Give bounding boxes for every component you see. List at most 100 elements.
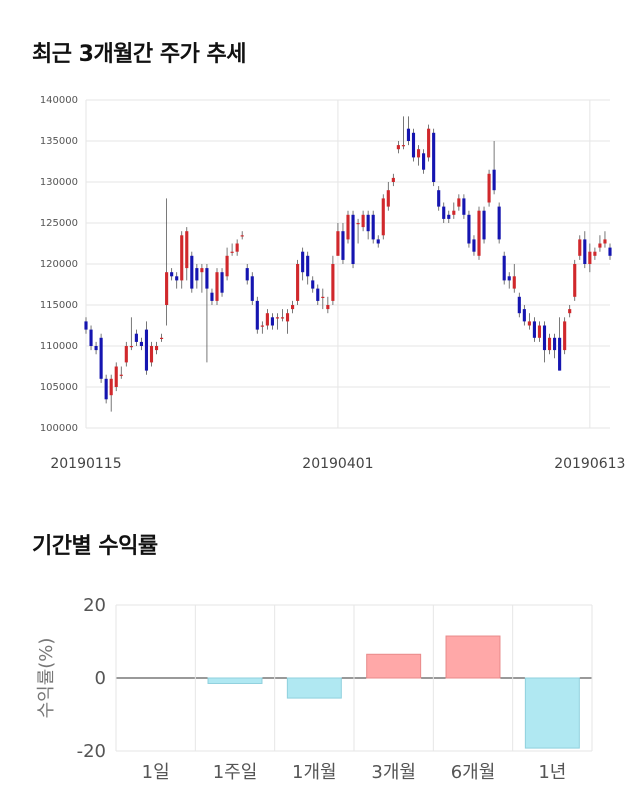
candle xyxy=(89,325,93,351)
candle xyxy=(240,231,244,240)
candle-body xyxy=(104,378,108,400)
candle-body xyxy=(311,280,315,289)
candle-body xyxy=(346,214,350,240)
candle xyxy=(321,288,325,310)
returns-title: 기간별 수익률 xyxy=(32,534,158,559)
candle-body xyxy=(296,264,300,301)
candle-body xyxy=(482,210,486,240)
returns-y-tick-label: 20 xyxy=(83,595,106,616)
candle-body xyxy=(568,309,572,314)
returns-x-tick-label: 1개월 xyxy=(292,762,337,783)
returns-x-tick-label: 6개월 xyxy=(451,762,496,783)
candle-body xyxy=(255,300,259,330)
candle xyxy=(306,251,310,285)
candle-body xyxy=(497,206,501,240)
candle xyxy=(109,374,113,412)
candle-body xyxy=(200,268,204,273)
returns-y-tick-label: 0 xyxy=(95,668,106,689)
candle-body xyxy=(452,210,456,215)
candle-body xyxy=(265,313,269,326)
candle xyxy=(361,210,365,232)
candle-body xyxy=(84,321,88,330)
candle xyxy=(583,231,587,269)
candle-body xyxy=(593,251,597,256)
candle xyxy=(195,264,199,289)
candle-body xyxy=(175,276,179,281)
candle xyxy=(522,305,526,326)
candle-body xyxy=(275,317,280,319)
x-tick-label: 20190115 xyxy=(50,456,121,472)
candle-body xyxy=(260,325,264,327)
candle xyxy=(180,231,184,289)
candle-body xyxy=(220,272,224,293)
candle-body xyxy=(396,145,400,150)
candle xyxy=(588,243,592,273)
x-tick-label: 20190613 xyxy=(554,456,625,472)
candle xyxy=(568,305,572,318)
candle xyxy=(84,317,88,334)
candle-body xyxy=(411,132,416,158)
candle xyxy=(401,116,405,150)
candle xyxy=(477,206,481,260)
candle xyxy=(316,284,320,305)
candle-body xyxy=(129,346,133,348)
candle xyxy=(427,124,431,162)
candle-body xyxy=(366,214,370,232)
candle-body xyxy=(371,214,375,240)
candle xyxy=(512,264,516,293)
candle-body xyxy=(341,231,345,260)
candle-body xyxy=(381,198,385,236)
candle xyxy=(326,296,330,314)
returns-y-tick-labels: 20 0 -20 xyxy=(77,595,106,762)
candle xyxy=(497,202,501,244)
candle xyxy=(532,317,536,342)
candle xyxy=(563,317,567,355)
y-tick-label: 135000 xyxy=(40,136,78,147)
candle xyxy=(175,272,179,289)
candle-body xyxy=(119,374,123,376)
candle-body xyxy=(285,313,290,322)
candle xyxy=(578,235,582,260)
candle xyxy=(406,116,411,146)
candle-body xyxy=(532,321,536,338)
candle xyxy=(230,243,234,256)
candle-body xyxy=(154,346,159,351)
candle xyxy=(422,149,426,174)
candle xyxy=(336,223,340,256)
candle-body xyxy=(608,247,612,256)
candlestick-x-tick-labels: 20190115 20190401 20190613 xyxy=(50,456,625,472)
candle xyxy=(396,141,400,154)
candle xyxy=(457,194,461,211)
candle xyxy=(603,231,607,248)
returns-y-tick-label: -20 xyxy=(77,741,106,762)
returns-x-tick-label: 1년 xyxy=(538,762,566,783)
candle-body xyxy=(447,214,451,219)
candle-body xyxy=(109,378,113,396)
candle xyxy=(452,202,456,219)
returns-bar xyxy=(524,677,580,749)
y-tick-label: 105000 xyxy=(40,382,78,393)
candle xyxy=(517,292,521,318)
candle xyxy=(296,259,300,305)
candle-body xyxy=(99,337,103,379)
candle xyxy=(124,341,128,367)
candle xyxy=(553,333,557,359)
candle-body xyxy=(270,317,274,326)
candle-body xyxy=(603,239,607,244)
candle xyxy=(381,194,385,240)
candle xyxy=(487,169,491,207)
candle xyxy=(250,272,254,305)
returns-x-tick-labels: 1일 1주일 1개월 3개월 6개월 1년 xyxy=(142,762,567,783)
candle-body xyxy=(316,288,320,301)
candle-body xyxy=(487,173,491,203)
candle xyxy=(366,210,370,240)
y-tick-label: 120000 xyxy=(40,259,78,270)
candle-body xyxy=(537,325,542,338)
y-tick-label: 115000 xyxy=(40,300,78,311)
candle xyxy=(482,206,486,244)
candle xyxy=(280,309,285,322)
candlestick-marks xyxy=(84,116,612,412)
candle-body xyxy=(165,272,169,305)
candle xyxy=(291,300,295,314)
candle-body xyxy=(331,264,335,301)
